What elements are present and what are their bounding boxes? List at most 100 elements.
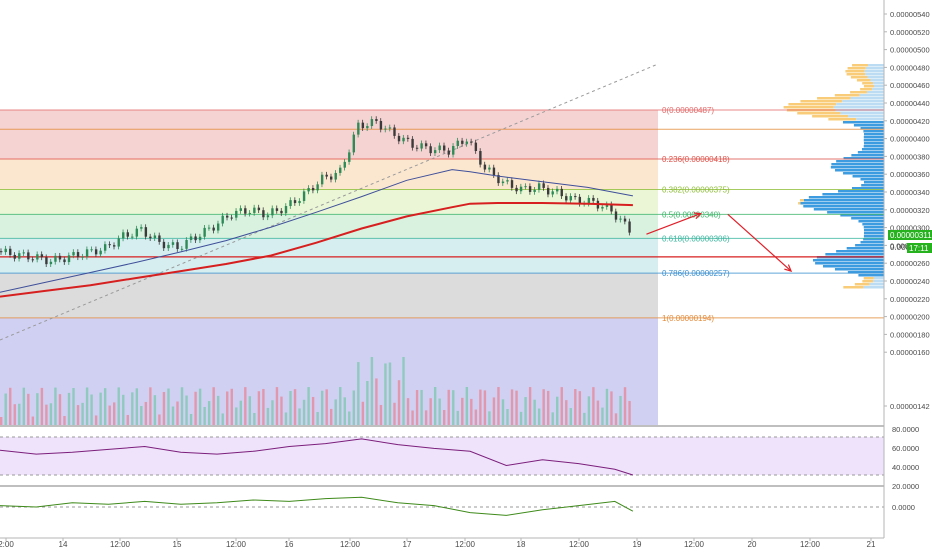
candle-body: [249, 213, 251, 214]
volume-bar: [411, 410, 413, 425]
candle-body: [140, 227, 142, 229]
candle-body: [628, 222, 630, 233]
candle-body: [45, 257, 47, 264]
osc-tick-label: 0.0000: [892, 503, 915, 512]
candle-body: [190, 236, 192, 240]
volume-bar: [41, 388, 43, 425]
candle-body: [466, 142, 468, 144]
profile-bar-down: [813, 259, 884, 262]
candle-body: [321, 175, 323, 185]
profile-bar-down: [864, 136, 884, 139]
volume-bar: [5, 394, 7, 425]
volume-bar: [9, 388, 11, 425]
candle-body: [624, 219, 626, 222]
volume-bar: [393, 403, 395, 425]
candle-body: [574, 196, 576, 197]
price-tick-label: 0.00000440: [890, 99, 930, 108]
candle-body: [108, 244, 110, 245]
volume-bar: [154, 395, 156, 425]
volume-bar: [36, 393, 38, 425]
candle-body: [335, 173, 337, 180]
price-tick-label: 0.00000480: [890, 63, 930, 72]
volume-bar: [624, 387, 626, 425]
price-tick-label: 0.00000500: [890, 46, 930, 55]
profile-bar-down: [827, 211, 884, 214]
profile-bar-down: [836, 103, 884, 106]
profile-bar-up: [812, 115, 848, 118]
time-tick-label: 20: [748, 540, 757, 549]
price-tick-label: 0.00000200: [890, 313, 930, 322]
fib-zone-backgrounds: [0, 110, 658, 425]
profile-bar-down: [866, 67, 884, 70]
profile-bar-down: [874, 85, 884, 88]
candle-body: [217, 224, 219, 231]
volume-bar: [610, 391, 612, 425]
candle-body: [502, 182, 504, 184]
volume-bar: [353, 390, 355, 425]
profile-bar-down: [862, 148, 884, 151]
fib-label: 0.786(0.00000257): [662, 269, 730, 278]
volume-bar: [285, 412, 287, 425]
volume-bar: [344, 397, 346, 425]
volume-bar: [289, 391, 291, 425]
profile-bar-down: [855, 244, 884, 247]
volume-bar: [556, 397, 558, 425]
candle-body: [475, 143, 477, 151]
volume-bar: [276, 387, 278, 425]
volume-bar: [425, 410, 427, 425]
volume-bar: [77, 405, 79, 425]
candle-body: [570, 196, 572, 200]
volume-bar: [420, 390, 422, 425]
candle-body: [0, 251, 2, 252]
countdown-value: 17:11: [909, 244, 929, 253]
candle-body: [136, 229, 138, 237]
profile-bar-down: [800, 202, 884, 205]
volume-bar: [452, 390, 454, 425]
volume-bar: [443, 410, 445, 425]
volume-bar: [27, 394, 29, 425]
volume-bar: [231, 389, 233, 425]
volume-bar: [488, 411, 490, 425]
candle-body: [77, 252, 79, 257]
profile-bar-up: [847, 73, 866, 76]
volume-bar: [325, 389, 327, 425]
volume-bar: [45, 405, 47, 425]
candle-body: [407, 138, 409, 139]
volume-bar: [348, 411, 350, 425]
profile-bar-down: [841, 112, 884, 115]
volume-bar: [217, 396, 219, 425]
volume-bar: [380, 405, 382, 425]
candle-body: [18, 253, 20, 259]
profile-bar-down: [822, 193, 884, 196]
candle-body: [488, 168, 490, 170]
candle-body: [357, 123, 359, 135]
profile-bar-down: [861, 184, 884, 187]
volume-bar: [479, 390, 481, 425]
profile-bar-down: [867, 76, 884, 79]
candle-body: [547, 188, 549, 195]
volume-bar: [552, 412, 554, 425]
volume-bar: [203, 407, 205, 425]
candle-body: [344, 162, 346, 168]
candle-body: [50, 262, 52, 264]
profile-bar-up: [864, 277, 874, 280]
volume-bar: [118, 387, 120, 425]
profile-bar-up: [817, 97, 850, 100]
volume-bar: [583, 413, 585, 425]
volume-bar: [258, 391, 260, 425]
fib-zone: [0, 110, 658, 159]
candle-body: [511, 180, 513, 188]
price-tick-label: 0.00000180: [890, 330, 930, 339]
volume-bar: [303, 400, 305, 425]
volume-bar: [298, 408, 300, 425]
profile-bar-down: [874, 277, 884, 280]
fib-zone: [0, 273, 658, 318]
volume-bar: [108, 406, 110, 425]
last-price-value: 0.00000311: [890, 231, 932, 240]
candle-body: [226, 216, 228, 218]
profile-bar-down: [831, 166, 884, 169]
volume-bar: [240, 401, 242, 425]
time-tick-label: 14: [59, 540, 68, 549]
